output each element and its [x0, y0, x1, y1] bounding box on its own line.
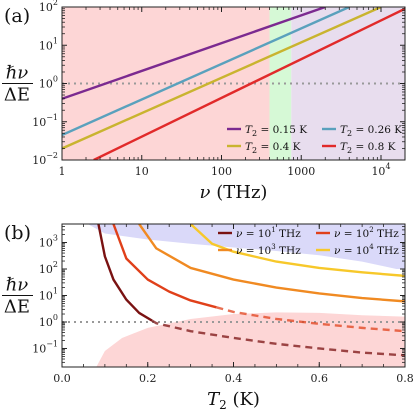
- legend-entry: T2 = 0.8 K: [340, 141, 396, 155]
- y-tick-label: 102: [39, 0, 58, 14]
- frequency-band-1: [269, 7, 292, 160]
- legend-entry: ν = 101 THz: [236, 226, 301, 240]
- legend-entry: T2 = 0.4 K: [245, 141, 301, 155]
- legend-entry: ν = 103 THz: [236, 243, 301, 257]
- series-line-0: [62, 7, 326, 100]
- legend-entry: T2 = 0.15 K: [245, 124, 307, 138]
- y-tick-label: 100: [39, 313, 58, 329]
- series-line-0: [97, 224, 153, 322]
- panel-label: (a): [4, 5, 30, 27]
- panel-b-plot-area: [62, 224, 405, 367]
- x-tick-label: 0.0: [53, 372, 71, 385]
- y-axis-label-denominator: ΔE: [4, 85, 30, 106]
- x-axis-label: T2 (K): [207, 389, 260, 412]
- x-tick-label: 0.2: [139, 372, 157, 385]
- x-tick-label: 104: [371, 162, 390, 178]
- y-tick-label: 103: [39, 234, 58, 250]
- series-line-1: [62, 7, 350, 137]
- y-tick-label: 100: [39, 75, 58, 91]
- series-line-2: [62, 7, 382, 150]
- y-tick-label: 102: [39, 260, 58, 276]
- x-tick-label: 0.6: [311, 372, 329, 385]
- x-tick-label: 1000: [287, 165, 315, 178]
- x-tick-label: 0.4: [225, 372, 243, 385]
- x-tick-label: 100: [211, 165, 232, 178]
- y-axis-label-numerator: ℏν: [6, 63, 29, 84]
- series-line-3: [189, 224, 405, 278]
- panel-a-plot-area: [62, 7, 405, 160]
- y-axis-label-numerator: ℏν: [6, 275, 29, 296]
- x-tick-label: 1: [59, 165, 66, 178]
- shaded-region-above: [87, 224, 405, 270]
- x-axis-label: ν (THz): [200, 182, 268, 203]
- legend-entry: T2 = 0.26 K: [340, 124, 402, 138]
- y-tick-label: 10−2: [32, 151, 58, 167]
- y-tick-label: 101: [39, 287, 58, 303]
- y-tick-label: 10−1: [32, 339, 58, 355]
- series-line-dashed-1: [216, 306, 405, 333]
- legend-entry: ν = 104 THz: [334, 243, 399, 257]
- panel-label: (b): [4, 222, 31, 244]
- series-line-dashed-0: [151, 319, 405, 357]
- x-tick-label: 10: [135, 165, 149, 178]
- legend-entry: ν = 102 THz: [334, 226, 399, 240]
- y-axis-label-denominator: ΔE: [4, 297, 30, 318]
- y-tick-label: 10−1: [32, 113, 58, 129]
- y-tick-label: 101: [39, 36, 58, 52]
- series-line-1: [112, 224, 217, 309]
- x-tick-label: 0.8: [396, 372, 414, 385]
- series-line-2: [138, 224, 405, 303]
- series-line-3: [93, 7, 405, 160]
